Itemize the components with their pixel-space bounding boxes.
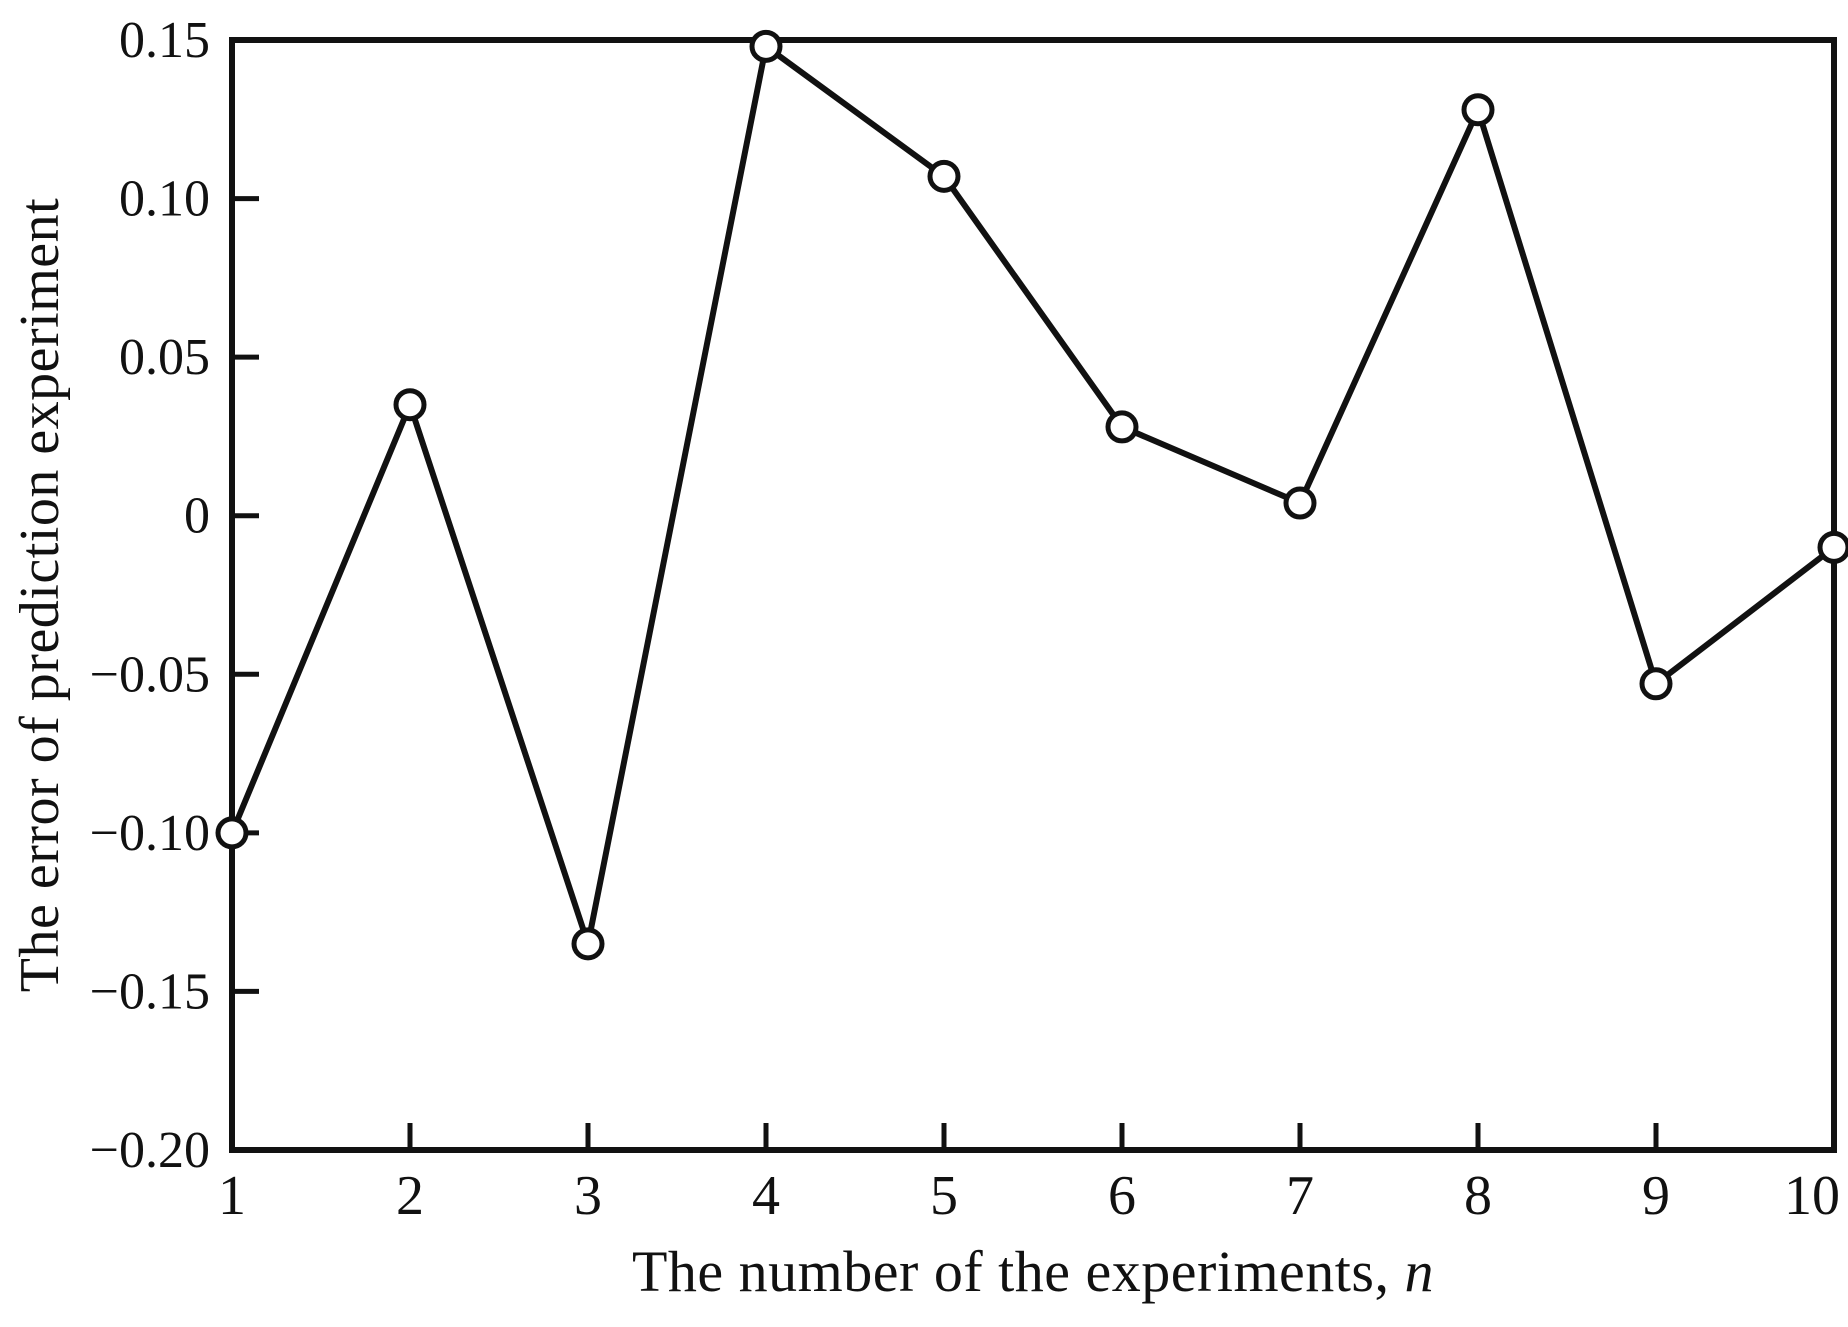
x-tick-label: 2	[396, 1165, 424, 1227]
data-point-marker	[571, 927, 605, 961]
x-tick-label: 7	[1286, 1165, 1314, 1227]
x-axis-label-text: The number of the experiments,	[632, 1239, 1405, 1304]
y-tick-label: 0.15	[119, 12, 210, 69]
y-tick-label: −0.10	[90, 805, 210, 862]
x-tick-label: 8	[1464, 1165, 1492, 1227]
x-tick-label: 9	[1642, 1165, 1670, 1227]
x-tick-label: 5	[930, 1165, 958, 1227]
x-tick-label: 6	[1108, 1165, 1136, 1227]
data-point-marker	[1105, 410, 1139, 444]
data-point-marker	[927, 159, 961, 193]
data-point-marker	[1817, 530, 1848, 564]
x-tick-label: 1	[218, 1165, 246, 1227]
data-point-marker	[393, 388, 427, 422]
data-point-marker	[1461, 93, 1495, 127]
x-tick-label: 10	[1784, 1165, 1840, 1227]
x-tick-label: 4	[752, 1165, 780, 1227]
y-tick-label: 0.05	[119, 329, 210, 386]
y-tick-label: 0.10	[119, 171, 210, 228]
x-axis-label-variable: n	[1404, 1239, 1434, 1304]
data-line	[229, 43, 1836, 947]
data-point-marker	[215, 816, 249, 850]
y-axis-label: The error of prediction experiment	[9, 197, 71, 993]
y-tick-label: −0.20	[90, 1122, 210, 1179]
data-point-marker	[1283, 486, 1317, 520]
y-tick-label: −0.15	[90, 963, 210, 1020]
x-axis-label: The number of the experiments, n	[632, 1238, 1434, 1305]
y-tick-label: −0.05	[90, 646, 210, 703]
y-tick-label: 0	[184, 488, 210, 545]
data-point-marker	[749, 29, 783, 63]
x-tick-label: 3	[574, 1165, 602, 1227]
axis-frame	[229, 37, 1837, 1153]
data-point-marker	[1639, 667, 1673, 701]
